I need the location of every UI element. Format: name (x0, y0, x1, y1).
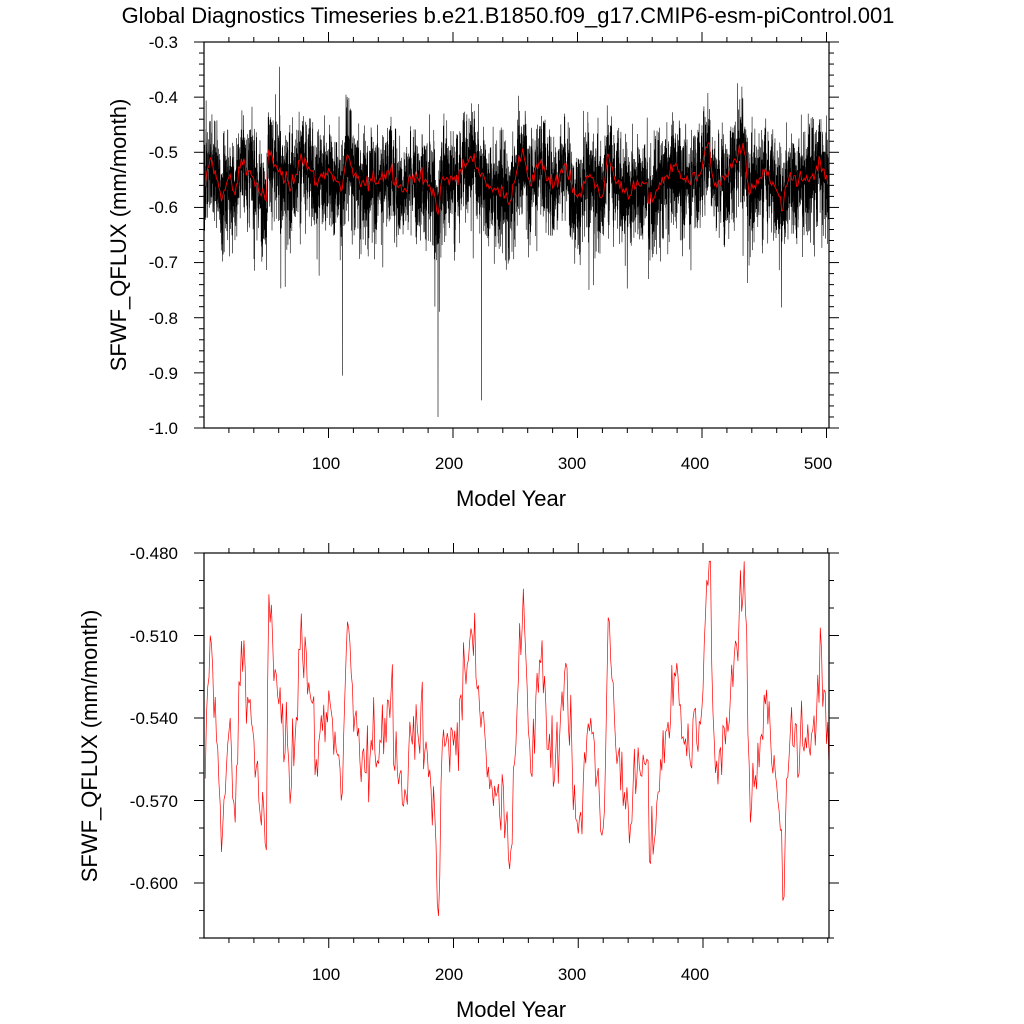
bottom-xtick-label: 100 (312, 965, 340, 984)
top-x-tick-labels: 100 200 300 400 500 (312, 454, 832, 473)
top-ytick-label: -0.7 (149, 253, 178, 272)
top-xtick-label: 200 (435, 454, 463, 473)
top-ytick-label: -0.3 (149, 33, 178, 52)
top-data-lines (204, 66, 829, 417)
annual-mean-series-line-top (204, 142, 829, 216)
top-xtick-label: 400 (681, 454, 709, 473)
top-ytick-label: -0.6 (149, 198, 178, 217)
top-ytick-label: -1.0 (149, 419, 178, 438)
top-x-axis-label: Model Year (456, 486, 566, 511)
top-ytick-label: -0.8 (149, 309, 178, 328)
annual-mean-series-line (204, 560, 830, 917)
top-y-tick-labels: -0.3 -0.4 -0.5 -0.6 -0.7 -0.8 -0.9 -1.0 (149, 33, 178, 438)
bottom-xtick-label: 400 (681, 965, 709, 984)
top-plot-frame (203, 41, 830, 429)
top-ytick-label: -0.5 (149, 143, 178, 162)
bottom-plot-frame (203, 552, 830, 939)
figure-title: Global Diagnostics Timeseries b.e21.B185… (122, 3, 895, 28)
bottom-panel: -0.480 -0.510 -0.540 -0.570 -0.600 100 2… (77, 543, 839, 1022)
bottom-x-tick-labels: 100 200 300 400 (312, 965, 709, 984)
bottom-y-tick-labels: -0.480 -0.510 -0.540 -0.570 -0.600 (130, 544, 178, 893)
bottom-ticks (194, 543, 839, 948)
bottom-ytick-label: -0.600 (130, 874, 178, 893)
bottom-ytick-label: -0.510 (130, 627, 178, 646)
top-ticks (194, 32, 839, 438)
bottom-ytick-label: -0.570 (130, 792, 178, 811)
bottom-xtick-label: 200 (435, 965, 463, 984)
top-y-axis-label: SFWF_QFLUX (mm/month) (106, 99, 131, 372)
top-xtick-label: 500 (804, 454, 832, 473)
bottom-ytick-label: -0.540 (130, 709, 178, 728)
top-panel: -0.3 -0.4 -0.5 -0.6 -0.7 -0.8 -0.9 -1.0 … (106, 32, 839, 511)
bottom-ytick-label: -0.480 (130, 544, 178, 563)
top-xtick-label: 300 (558, 454, 586, 473)
top-ytick-label: -0.4 (149, 88, 178, 107)
top-xtick-label: 100 (312, 454, 340, 473)
top-ytick-label: -0.9 (149, 364, 178, 383)
bottom-data-line (204, 560, 830, 917)
bottom-y-axis-label: SFWF_QFLUX (mm/month) (77, 610, 102, 883)
bottom-xtick-label: 300 (558, 965, 586, 984)
monthly-series-line (204, 66, 829, 417)
bottom-x-axis-label: Model Year (456, 997, 566, 1022)
